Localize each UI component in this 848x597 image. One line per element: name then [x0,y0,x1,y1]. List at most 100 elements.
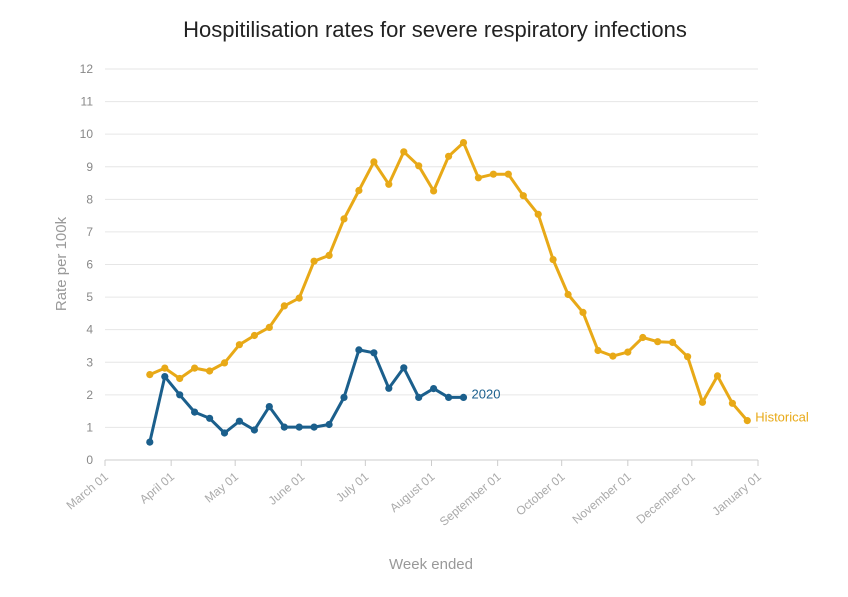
data-point[interactable] [459,393,468,401]
y-tick-label: 2 [86,388,93,402]
data-point[interactable] [176,374,184,383]
data-point[interactable] [445,393,453,401]
data-point[interactable] [161,364,169,372]
data-point[interactable] [295,294,303,302]
data-point[interactable] [235,417,243,425]
data-point[interactable] [385,384,393,392]
data-point[interactable] [385,180,393,188]
data-point[interactable] [594,346,602,355]
x-tick-label: December 01 [634,469,698,526]
data-point[interactable] [355,346,363,354]
data-point[interactable] [191,408,199,416]
y-tick-label: 12 [80,62,94,76]
data-point[interactable] [415,162,423,170]
data-point[interactable] [220,359,229,367]
y-tick-label: 8 [86,192,93,206]
data-point[interactable] [639,333,647,342]
data-point[interactable] [250,331,258,340]
x-tick-label: October 01 [513,469,568,518]
data-point[interactable] [400,364,408,372]
x-tick-label: November 01 [570,469,634,526]
data-point[interactable] [310,257,318,265]
data-point[interactable] [280,302,288,310]
y-tick-label: 11 [81,95,94,109]
data-point[interactable] [728,399,737,407]
data-point[interactable] [325,251,333,259]
grid [105,68,758,461]
y-tick-label: 9 [86,160,93,174]
y-tick-label: 6 [86,258,93,272]
x-tick-label: April 01 [137,469,177,506]
data-point[interactable] [280,423,288,431]
data-point[interactable] [250,426,258,434]
data-point[interactable] [489,170,497,178]
data-point[interactable] [146,371,154,379]
data-point[interactable] [340,393,348,401]
data-point[interactable] [325,420,333,429]
data-point[interactable] [549,256,557,264]
y-tick-label: 1 [86,420,93,434]
data-point[interactable] [579,308,587,316]
data-point[interactable] [265,323,273,331]
data-point[interactable] [609,352,617,360]
data-point[interactable] [624,348,632,356]
data-point[interactable] [146,438,154,446]
data-point[interactable] [370,158,378,166]
data-point[interactable] [340,215,348,223]
series-label: Historical [755,410,809,425]
data-point[interactable] [191,364,199,372]
data-point[interactable] [564,290,572,299]
y-tick-label: 10 [80,127,94,141]
x-tick-label: May 01 [202,469,241,505]
data-point[interactable] [176,391,184,399]
data-point[interactable] [295,423,303,431]
data-point[interactable] [220,429,229,437]
data-point[interactable] [534,210,542,218]
data-point[interactable] [445,152,453,160]
data-point[interactable] [430,385,438,393]
data-point[interactable] [206,367,214,375]
x-tick-label: August 01 [387,469,438,515]
data-point[interactable] [400,148,408,156]
series: Historical 2020 [146,139,809,446]
series-historical: Historical [146,139,809,425]
data-point[interactable] [161,373,169,381]
data-point[interactable] [206,414,214,422]
data-point[interactable] [519,192,527,200]
data-point[interactable] [265,403,273,411]
x-tick-label: September 01 [437,469,504,528]
series-line [148,348,465,444]
data-point[interactable] [459,139,468,147]
x-axis-ticks: March 01 April 01 May 01 June 01 July 01 Augu… [64,460,764,529]
y-axis-label: Rate per 100k [53,216,70,311]
x-tick-label: July 01 [333,469,371,504]
series-2020: 2020 [146,346,501,446]
data-point[interactable] [235,341,243,349]
data-point[interactable] [684,353,692,361]
x-tick-label: March 01 [64,469,112,512]
series-label: 2020 [472,386,501,401]
x-tick-label: June 01 [266,469,308,507]
x-tick-label: January 01 [709,469,764,518]
y-tick-label: 0 [86,453,93,467]
data-point[interactable] [743,417,751,425]
x-axis-label: Week ended [389,556,473,573]
series-line [148,141,749,423]
y-tick-label: 5 [86,290,93,304]
data-point[interactable] [355,186,363,195]
data-point[interactable] [654,338,662,346]
data-point[interactable] [713,372,722,380]
data-point[interactable] [370,349,378,357]
data-point[interactable] [430,187,438,195]
data-point[interactable] [669,338,677,346]
data-point[interactable] [504,170,512,178]
data-point[interactable] [415,393,423,401]
y-tick-label: 3 [86,355,93,369]
data-point[interactable] [310,423,318,431]
y-tick-label: 7 [86,225,93,239]
data-point[interactable] [474,174,482,182]
data-point[interactable] [698,398,707,406]
